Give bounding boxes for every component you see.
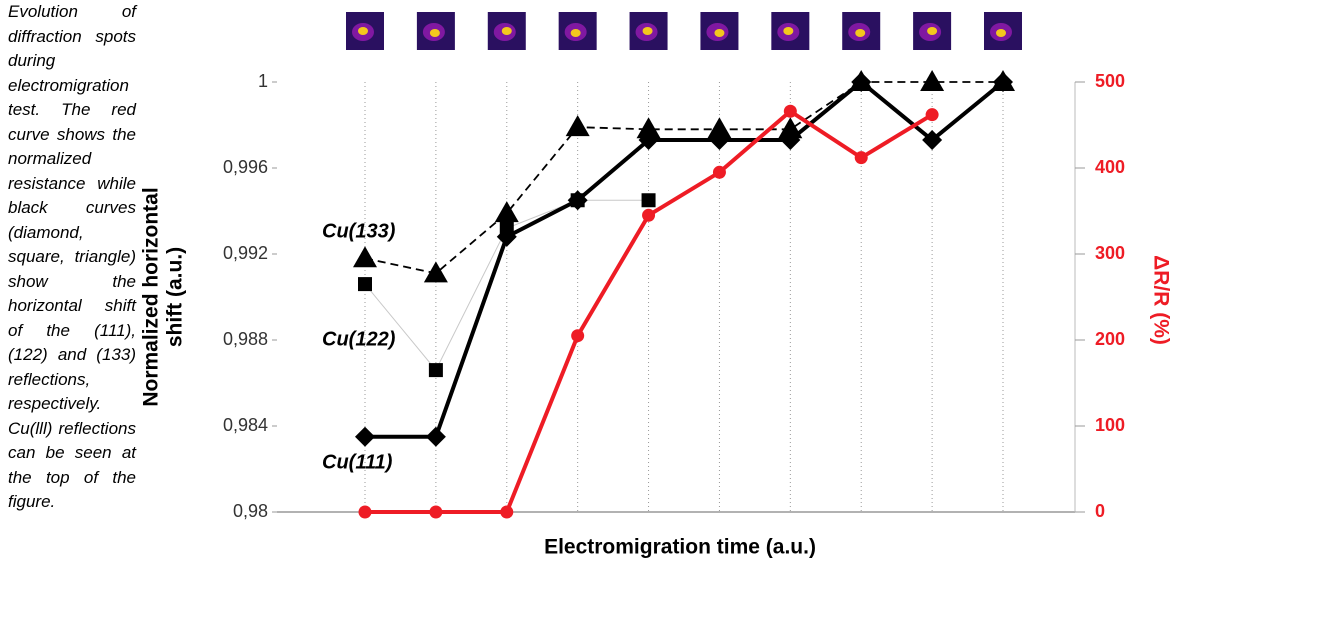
- y2-tick-label: 100: [1095, 415, 1125, 435]
- x-axis-label: Electromigration time (a.u.): [544, 536, 816, 559]
- thumbnail-spot: [358, 27, 368, 35]
- y2-tick-label: 300: [1095, 243, 1125, 263]
- circle-marker: [642, 209, 655, 222]
- series-label: Cu(133): [322, 220, 396, 242]
- circle-marker: [713, 166, 726, 179]
- series-line: [365, 82, 1003, 437]
- y2-tick-label: 0: [1095, 501, 1105, 521]
- thumbnail-spot: [855, 29, 865, 37]
- y-tick-label: 1: [258, 71, 268, 91]
- y-tick-label: 0,988: [223, 329, 268, 349]
- y-axis-label: shift (a.u.): [164, 247, 187, 347]
- y-tick-label: 0,984: [223, 415, 268, 435]
- circle-marker: [784, 105, 797, 118]
- series-line: [365, 111, 932, 512]
- square-marker: [358, 277, 372, 291]
- page: Evolution of diffraction spots during el…: [0, 0, 1319, 634]
- triangle-marker: [920, 70, 944, 91]
- circle-marker: [500, 506, 513, 519]
- diamond-marker: [426, 427, 446, 447]
- thumbnails: [346, 12, 1022, 50]
- thumbnail-spot: [996, 29, 1006, 37]
- circle-marker: [359, 506, 372, 519]
- y-tick-label: 0,98: [233, 501, 268, 521]
- thumbnail-spot: [643, 27, 653, 35]
- thumbnail-spot: [430, 29, 440, 37]
- diamond-marker: [355, 427, 375, 447]
- y2-tick-label: 200: [1095, 329, 1125, 349]
- y-tick-label: 0,996: [223, 157, 268, 177]
- thumbnail-spot: [502, 27, 512, 35]
- square-marker: [642, 193, 656, 207]
- circle-marker: [855, 151, 868, 164]
- y2-tick-label: 400: [1095, 157, 1125, 177]
- y-axis-label: Normalized horizontal: [140, 187, 163, 406]
- y2-axis-label: ΔR/R (%): [1149, 255, 1172, 345]
- triangle-marker: [566, 115, 590, 136]
- chart: Electromigration time (a.u.) Normalized …: [0, 0, 1319, 634]
- circle-marker: [571, 329, 584, 342]
- thumbnail-spot: [927, 27, 937, 35]
- circle-marker: [926, 108, 939, 121]
- y2-tick-label: 500: [1095, 71, 1125, 91]
- square-marker: [429, 363, 443, 377]
- triangle-marker: [495, 201, 519, 222]
- y-tick-label: 0,992: [223, 243, 268, 263]
- thumbnail-spot: [783, 27, 793, 35]
- thumbnail-spot: [714, 29, 724, 37]
- thumbnail-spot: [571, 29, 581, 37]
- triangle-marker: [353, 246, 377, 267]
- circle-marker: [429, 506, 442, 519]
- series-label: Cu(122): [322, 328, 396, 350]
- series-label: Cu(111): [322, 451, 393, 473]
- triangle-marker: [424, 261, 448, 282]
- series-line: [365, 82, 1003, 273]
